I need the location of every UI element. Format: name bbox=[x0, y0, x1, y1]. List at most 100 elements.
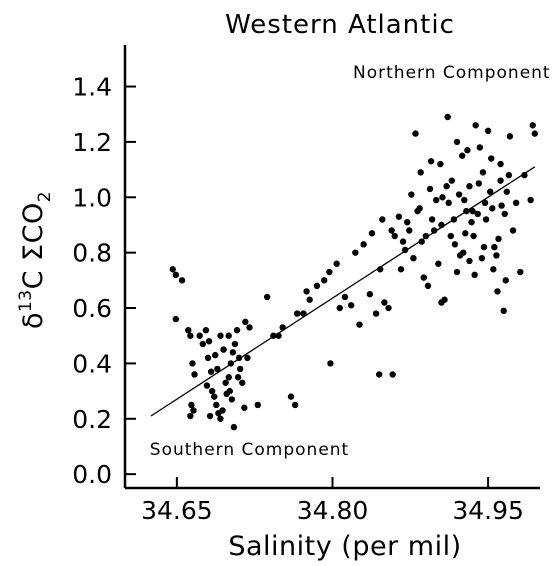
data-point bbox=[398, 266, 404, 272]
data-point bbox=[532, 130, 538, 136]
data-point bbox=[239, 380, 245, 386]
data-point bbox=[185, 327, 191, 333]
data-point bbox=[485, 128, 491, 134]
data-point bbox=[472, 122, 478, 128]
x-tick-label: 34.65 bbox=[141, 496, 213, 525]
data-point bbox=[449, 177, 455, 183]
data-point bbox=[476, 180, 482, 186]
data-point bbox=[232, 341, 238, 347]
data-point bbox=[179, 277, 185, 283]
y-tick-label: 1.2 bbox=[72, 128, 112, 157]
y-axis-title: δ13C ΣCO2 bbox=[16, 191, 55, 329]
data-point bbox=[288, 393, 294, 399]
data-point bbox=[446, 200, 452, 206]
data-points bbox=[170, 114, 538, 430]
data-point bbox=[231, 424, 237, 430]
data-point bbox=[410, 255, 416, 261]
data-point bbox=[244, 355, 250, 361]
data-point bbox=[412, 130, 418, 136]
data-point bbox=[235, 374, 241, 380]
data-point bbox=[497, 161, 503, 167]
data-point bbox=[456, 191, 462, 197]
data-point bbox=[425, 283, 431, 289]
data-point bbox=[471, 272, 477, 278]
data-point bbox=[428, 158, 434, 164]
data-point bbox=[497, 177, 503, 183]
data-point bbox=[200, 341, 206, 347]
data-point bbox=[294, 310, 300, 316]
data-point bbox=[337, 305, 343, 311]
data-point bbox=[503, 277, 509, 283]
data-point bbox=[495, 236, 501, 242]
data-point bbox=[170, 266, 176, 272]
data-point bbox=[510, 227, 516, 233]
data-point bbox=[460, 249, 466, 255]
data-point bbox=[504, 189, 510, 195]
data-point bbox=[389, 371, 395, 377]
data-point bbox=[490, 266, 496, 272]
y-tick-label: 1.4 bbox=[72, 73, 112, 102]
chart-title: Western Atlantic bbox=[225, 10, 455, 40]
data-point bbox=[481, 244, 487, 250]
data-point bbox=[206, 338, 212, 344]
data-point bbox=[494, 288, 500, 294]
data-point bbox=[459, 153, 465, 159]
data-point bbox=[427, 186, 433, 192]
data-point bbox=[452, 241, 458, 247]
data-point bbox=[173, 316, 179, 322]
data-point bbox=[217, 333, 223, 339]
data-point bbox=[369, 230, 375, 236]
data-point bbox=[466, 258, 472, 264]
data-point bbox=[209, 388, 215, 394]
data-point bbox=[376, 371, 382, 377]
data-point bbox=[438, 299, 444, 305]
data-point bbox=[466, 183, 472, 189]
data-point bbox=[207, 413, 213, 419]
data-point bbox=[498, 202, 504, 208]
data-point bbox=[213, 402, 219, 408]
data-point bbox=[480, 169, 486, 175]
data-point bbox=[475, 211, 481, 217]
data-point bbox=[373, 310, 379, 316]
y-tick-label: 0.4 bbox=[72, 349, 112, 378]
data-point bbox=[417, 169, 423, 175]
regression-line bbox=[151, 167, 535, 416]
data-point bbox=[190, 407, 196, 413]
data-point bbox=[242, 319, 248, 325]
data-point bbox=[439, 194, 445, 200]
data-point bbox=[348, 302, 354, 308]
data-point bbox=[400, 238, 406, 244]
data-point bbox=[381, 299, 387, 305]
data-point bbox=[342, 294, 348, 300]
data-point bbox=[187, 333, 193, 339]
data-point bbox=[517, 269, 523, 275]
y-axis-title-rest: C ΣCO bbox=[18, 202, 49, 289]
data-point bbox=[493, 252, 499, 258]
data-point bbox=[527, 197, 533, 203]
data-point bbox=[352, 249, 358, 255]
y-tick-label: 0.2 bbox=[72, 405, 112, 434]
data-point bbox=[454, 269, 460, 275]
data-point bbox=[396, 213, 402, 219]
data-point bbox=[187, 413, 193, 419]
y-axis-title-delta: δ bbox=[18, 312, 49, 329]
data-point bbox=[433, 197, 439, 203]
data-point bbox=[414, 208, 420, 214]
y-ticks: 0.00.20.40.60.81.01.21.4 bbox=[72, 73, 136, 490]
data-point bbox=[234, 327, 240, 333]
annotation-southern-component: Southern Component bbox=[150, 440, 349, 460]
data-point bbox=[217, 416, 223, 422]
data-point bbox=[513, 200, 519, 206]
data-point bbox=[191, 371, 197, 377]
annotation-northern-component: Northern Component bbox=[353, 63, 551, 83]
data-point bbox=[444, 114, 450, 120]
data-point bbox=[488, 155, 494, 161]
data-point bbox=[367, 291, 373, 297]
x-ticks: 34.65 34.80 34.95 bbox=[141, 477, 524, 525]
data-point bbox=[454, 139, 460, 145]
data-point bbox=[429, 216, 435, 222]
data-point bbox=[443, 183, 449, 189]
data-point bbox=[506, 172, 512, 178]
data-point bbox=[327, 360, 333, 366]
y-axis-title-subscript: 2 bbox=[35, 191, 55, 202]
